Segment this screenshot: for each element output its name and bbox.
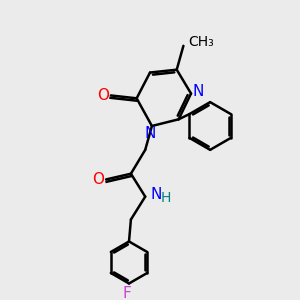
Text: H: H [161,190,171,205]
Text: N: N [193,84,204,99]
Text: O: O [92,172,104,187]
Text: N: N [144,126,156,141]
Text: CH₃: CH₃ [188,35,214,49]
Text: F: F [123,286,131,300]
Text: O: O [97,88,109,103]
Text: N: N [151,187,162,202]
